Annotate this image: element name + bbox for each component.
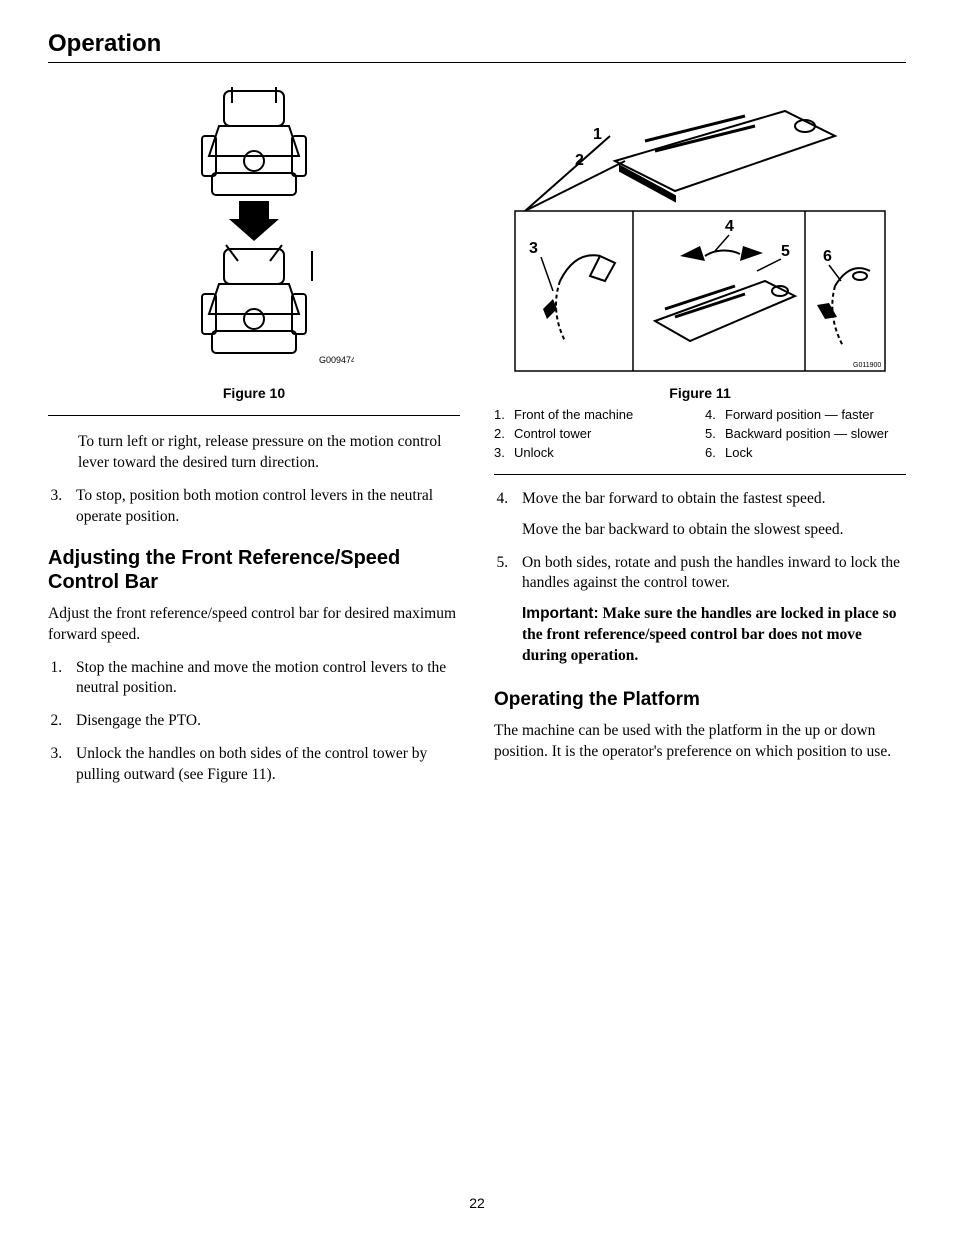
step-4: Move the bar forward to obtain the faste…	[512, 489, 906, 541]
figure-11-caption: Figure 11	[494, 385, 906, 401]
turn-paragraph: To turn left or right, release pressure …	[78, 432, 460, 474]
important-label: Important:	[522, 605, 599, 622]
svg-text:2: 2	[575, 152, 584, 169]
right-column: 1 2 3	[494, 81, 906, 798]
adjust-intro: Adjust the front reference/speed control…	[48, 604, 460, 646]
legend-item-2: 2. Control tower	[494, 426, 695, 443]
page-number: 22	[0, 1195, 954, 1211]
figure-10-code: G009474	[319, 355, 354, 365]
two-column-layout: G009474 Figure 10 To turn left or right,…	[48, 81, 906, 798]
figure-10-caption: Figure 10	[48, 385, 460, 401]
svg-text:1: 1	[593, 126, 602, 143]
step-5: On both sides, rotate and push the handl…	[512, 553, 906, 668]
important-block: Important: Make sure the handles are loc…	[522, 604, 906, 667]
step-3-stop: To stop, position both motion control le…	[66, 486, 460, 528]
legend-item-5: 5. Backward position — slower	[705, 426, 906, 443]
legend-item-3: 3. Unlock	[494, 445, 695, 462]
step-4b: Move the bar backward to obtain the slow…	[522, 520, 906, 541]
heading-adjust-bar: Adjusting the Front Reference/Speed Cont…	[48, 546, 460, 594]
figure-11-image: 1 2 3	[505, 81, 895, 381]
stop-step-list: To stop, position both motion control le…	[48, 486, 460, 528]
divider	[494, 474, 906, 475]
svg-text:6: 6	[823, 248, 832, 265]
adjust-steps: Stop the machine and move the motion con…	[48, 658, 460, 787]
adjust-step-1: Stop the machine and move the motion con…	[66, 658, 460, 700]
figure-11: 1 2 3	[494, 81, 906, 401]
divider	[48, 415, 460, 416]
figure-10: G009474 Figure 10	[48, 81, 460, 401]
legend-item-6: 6. Lock	[705, 445, 906, 462]
page-title: Operation	[48, 30, 906, 63]
figure-10-svg: G009474	[154, 81, 354, 381]
figure-10-image: G009474	[154, 81, 354, 381]
svg-text:5: 5	[781, 243, 790, 260]
adjust-step-2: Disengage the PTO.	[66, 711, 460, 732]
legend-item-1: 1. Front of the machine	[494, 407, 695, 424]
legend-item-4: 4. Forward position — faster	[705, 407, 906, 424]
platform-paragraph: The machine can be used with the platfor…	[494, 721, 906, 763]
svg-text:4: 4	[725, 218, 734, 235]
legend-col-right: 4. Forward position — faster 5. Backward…	[705, 407, 906, 464]
heading-platform: Operating the Platform	[494, 689, 906, 711]
figure-11-code: G011900	[853, 362, 881, 369]
page: Operation	[0, 0, 954, 1235]
svg-text:3: 3	[529, 240, 538, 257]
legend-col-left: 1. Front of the machine 2. Control tower…	[494, 407, 695, 464]
continued-steps: Move the bar forward to obtain the faste…	[494, 489, 906, 667]
adjust-step-3: Unlock the handles on both sides of the …	[66, 744, 460, 786]
figure-11-legend: 1. Front of the machine 2. Control tower…	[494, 407, 906, 464]
figure-11-svg: 1 2 3	[505, 81, 895, 381]
left-column: G009474 Figure 10 To turn left or right,…	[48, 81, 460, 798]
